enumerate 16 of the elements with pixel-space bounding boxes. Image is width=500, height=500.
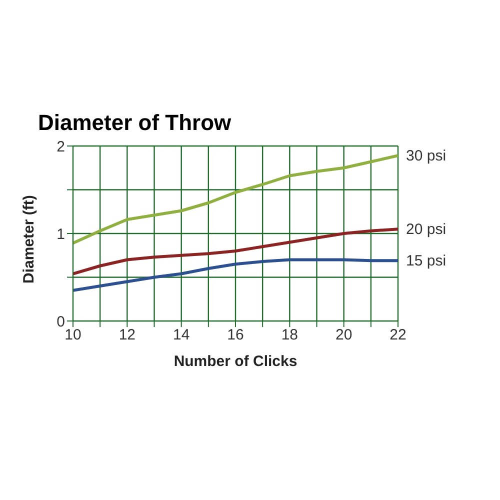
x-tick-label: 16 [227,326,244,344]
y-tick-label: 0 [56,313,65,330]
x-tick-label: 14 [172,326,190,344]
x-tick-label: 18 [281,326,298,344]
y-axis-title: Diameter (ft) [20,195,38,284]
chart-title: Diameter of Throw [38,110,232,136]
y-tick-label: 2 [56,138,65,156]
x-tick-label: 20 [335,326,352,344]
series-label: 30 psi [406,148,446,165]
x-tick-label: 22 [390,326,406,344]
x-axis-title: Number of Clicks [174,353,298,370]
y-tick-label: 1 [56,226,65,243]
x-tick-label: 12 [118,326,136,344]
x-tick-label: 10 [64,326,82,344]
series-label: 20 psi [406,221,446,238]
series-label: 15 psi [406,252,446,270]
